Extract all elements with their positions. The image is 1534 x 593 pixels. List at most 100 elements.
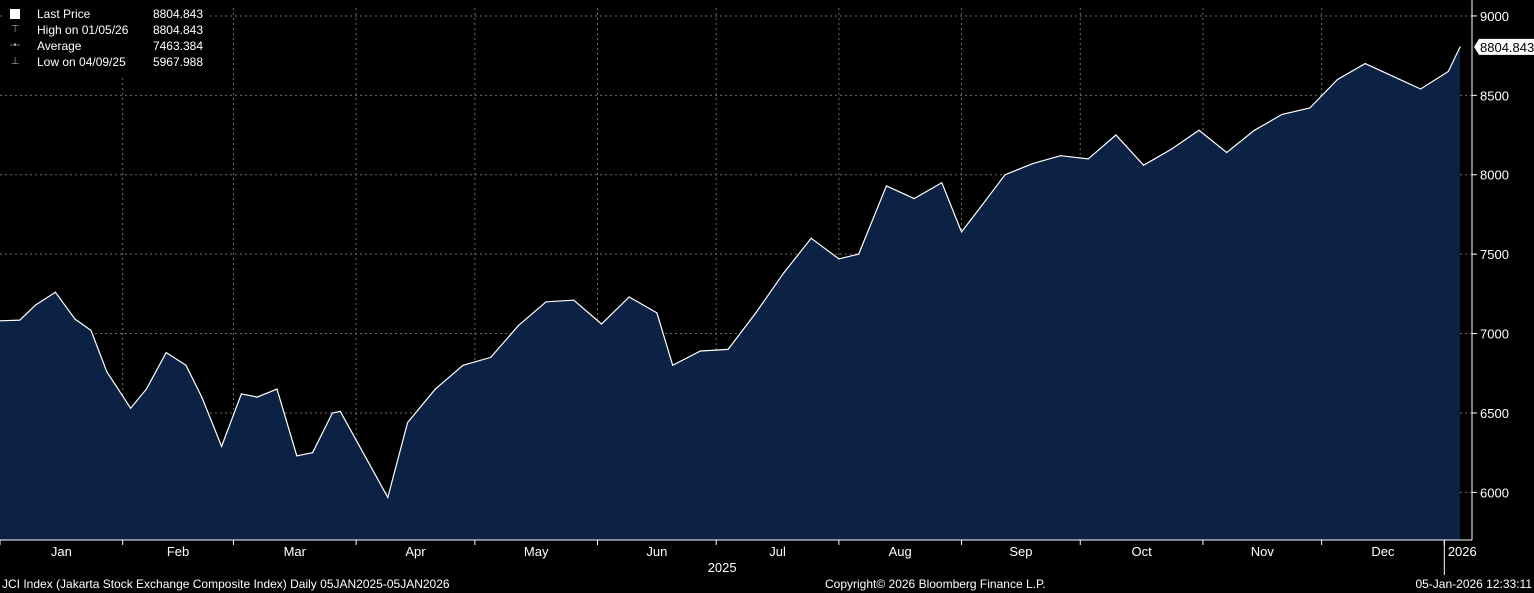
legend-high[interactable]: ⊤ High on 01/05/26 8804.843 [3, 22, 208, 38]
last-value-box [1474, 38, 1534, 55]
legend-average[interactable]: -•- Average 7463.384 [3, 38, 208, 54]
series-layer [0, 46, 1461, 541]
x-tick-label: Jul [769, 544, 786, 559]
legend-average-value: 7463.384 [152, 39, 203, 53]
data-point [672, 364, 674, 366]
x-tick-label: 2026 [1448, 544, 1477, 559]
data-point [406, 421, 409, 424]
data-point [0, 320, 1, 322]
legend-last-price-value: 8804.843 [152, 7, 203, 21]
data-point [35, 304, 37, 306]
data-point [1170, 148, 1172, 150]
data-point [74, 318, 76, 320]
data-point [1032, 163, 1034, 165]
y-axis: 6000 6500 7000 7500 8000 8500 9000 8804.843 [1471, 0, 1534, 540]
data-point [656, 312, 658, 314]
data-point [90, 329, 92, 331]
legend-low-label: Low on 04/09/25 [37, 55, 126, 69]
data-point [573, 299, 575, 301]
data-point [960, 231, 963, 233]
data-point [276, 388, 278, 390]
year-label: 2025 [708, 560, 737, 575]
legend-low-value: 5967.988 [152, 55, 203, 69]
high-marker-icon: ⊤ [10, 24, 20, 35]
data-point [312, 452, 314, 454]
x-tick-label: Apr [405, 544, 426, 559]
data-point [1198, 129, 1200, 131]
data-point [1142, 164, 1145, 166]
data-point [185, 364, 187, 366]
legend-high-label: High on 01/05/26 [37, 23, 129, 37]
footer-copyright: Copyright© 2026 Bloomberg Finance L.P. [825, 577, 1046, 591]
data-point [838, 258, 840, 260]
x-tick-label: Mar [284, 544, 307, 559]
white-square-icon [9, 8, 21, 20]
y-tick-label: 6000 [1480, 485, 1509, 500]
data-point [387, 496, 389, 499]
data-point [54, 291, 56, 293]
data-point [296, 455, 298, 457]
data-point [1459, 46, 1461, 48]
data-point [106, 371, 108, 373]
legend-last-price[interactable]: Last Price 8804.843 [3, 6, 208, 22]
x-tick-label: May [524, 544, 549, 559]
y-tick-label: 9000 [1480, 9, 1509, 24]
data-point [885, 185, 887, 187]
data-point [165, 352, 167, 354]
data-point [220, 445, 223, 447]
data-point [145, 388, 148, 390]
last-value-label: 8804.843 [1480, 40, 1534, 55]
data-point [1226, 151, 1228, 154]
footer-ticker-description: JCI Index (Jakarta Stock Exchange Compos… [2, 577, 450, 591]
data-point [1281, 113, 1283, 115]
data-point [699, 350, 701, 352]
data-point [1059, 155, 1062, 157]
data-point [1253, 129, 1255, 131]
data-point [1004, 174, 1006, 176]
legend-last-price-label: Last Price [37, 7, 91, 21]
y-tick-label: 8500 [1480, 88, 1509, 103]
x-tick-label: Dec [1371, 544, 1395, 559]
data-point [517, 325, 519, 327]
data-point [434, 388, 436, 390]
x-tick-label: Feb [167, 544, 189, 559]
x-tick-label: Sep [1009, 544, 1032, 559]
data-point [19, 319, 21, 321]
data-point [727, 348, 729, 351]
data-point [331, 412, 333, 414]
data-point [339, 410, 341, 412]
low-marker-icon: ⊥ [10, 56, 20, 67]
y-tick-label: 6500 [1480, 406, 1509, 421]
data-point [129, 407, 132, 409]
x-tick-label: Aug [889, 544, 912, 559]
series-line [0, 46, 1461, 499]
data-point [913, 197, 915, 200]
footer-timestamp: 05-Jan-2026 12:33:11 [1415, 577, 1532, 591]
series-area [0, 46, 1461, 541]
data-point [755, 312, 757, 314]
y-tick-label: 8000 [1480, 168, 1509, 183]
data-point [490, 356, 492, 358]
x-axis: Jan Feb Mar Apr May Jun Jul Aug Sep Oct Nov Dec 2026… [0, 539, 1477, 575]
data-point [1115, 134, 1117, 136]
legend: Last Price 8804.843 ⊤ High on 01/05/26 8… [3, 4, 208, 78]
data-point [858, 253, 860, 255]
x-tick-label: Jan [51, 544, 72, 559]
data-point [941, 182, 943, 184]
data-point [810, 237, 812, 239]
x-tick-label: Jun [646, 544, 667, 559]
legend-low[interactable]: ⊥ Low on 04/09/25 5967.988 [3, 54, 208, 70]
data-point [976, 210, 978, 212]
data-point [1392, 75, 1394, 77]
data-point [1447, 70, 1449, 73]
legend-high-value: 8804.843 [152, 23, 203, 37]
data-point [240, 393, 242, 395]
y-tick-label: 7000 [1480, 327, 1509, 342]
data-point [256, 396, 258, 398]
legend-average-label: Average [37, 39, 82, 53]
average-marker-icon: -•- [9, 40, 21, 51]
y-tick-label: 7500 [1480, 247, 1509, 262]
data-point [1364, 62, 1366, 65]
data-point [628, 296, 630, 298]
